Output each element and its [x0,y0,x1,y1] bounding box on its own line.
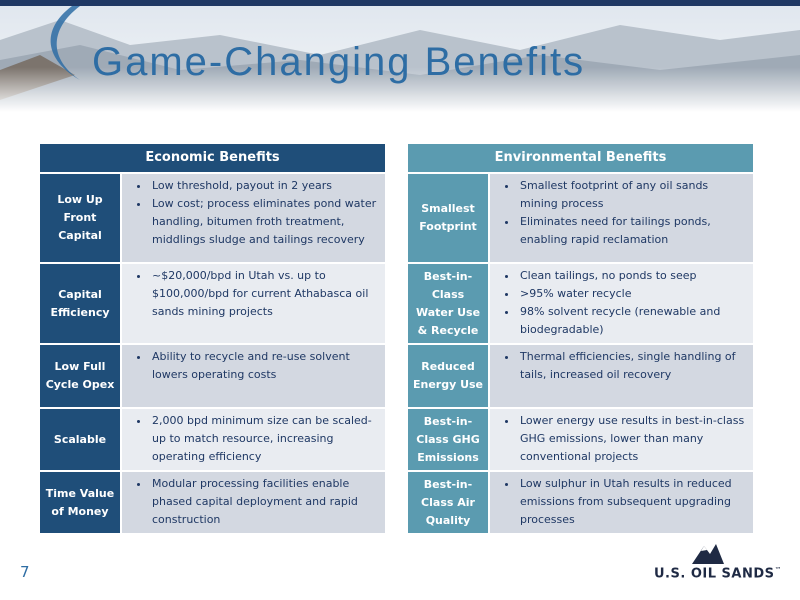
bullet-list: ~$20,000/bpd in Utah vs. up to $100,000/… [122,267,379,321]
bullet-item: 98% solvent recycle (renewable and biode… [518,303,747,339]
bullet-list: Smallest footprint of any oil sands mini… [490,177,747,249]
table-row: Capital Efficiency ~$20,000/bpd in Utah v… [40,262,385,343]
row-label: Time Value of Money [40,472,122,533]
row-bullets: ~$20,000/bpd in Utah vs. up to $100,000/… [122,264,385,343]
bullet-item: Lower energy use results in best-in-clas… [518,412,747,466]
bullet-item: Low cost; process eliminates pond water … [150,195,379,249]
table-row: Low Up Front CapitalLow threshold, payou… [40,172,385,262]
benefits-table: Environmental Benefits Smallest Footprint… [408,144,753,533]
row-bullets: Low sulphur in Utah results in reduced e… [490,472,753,533]
table-row: Low Full Cycle Opex Ability to recycle an… [40,343,385,407]
row-bullets: Lower energy use results in best-in-clas… [490,409,753,470]
row-label: Low Up Front Capital [40,174,122,262]
row-label: Capital Efficiency [40,264,122,343]
row-label: Smallest Footprint [408,174,490,262]
bullet-item: Smallest footprint of any oil sands mini… [518,177,747,213]
row-bullets: Thermal efficiencies, single handling of… [490,345,753,407]
bullet-list: Low threshold, payout in 2 yearsLow cost… [122,177,379,249]
bullet-item: >95% water recycle [518,285,747,303]
bullet-item: Modular processing facilities enable pha… [150,475,379,529]
table-row: Best-in-Class Water Use & RecycleClean t… [408,262,753,343]
logo: U.S. OIL SANDS™ [654,566,782,581]
table-header: Economic Benefits [40,144,385,172]
bullet-list: Thermal efficiencies, single handling of… [490,348,747,384]
bullet-item: Low threshold, payout in 2 years [150,177,379,195]
bullet-item: Clean tailings, no ponds to seep [518,267,747,285]
table-row: Time Value of Money Modular processing fa… [40,470,385,533]
row-bullets: Low threshold, payout in 2 yearsLow cost… [122,174,385,262]
bullet-list: Lower energy use results in best-in-clas… [490,412,747,466]
bullet-list: Clean tailings, no ponds to seep>95% wat… [490,267,747,339]
row-bullets: 2,000 bpd minimum size can be scaled-up … [122,409,385,470]
trademark: ™ [774,566,782,574]
row-label: Best-in-Class Water Use & Recycle [408,264,490,343]
row-label: Best-in-Class GHG Emissions [408,409,490,470]
bullet-item: ~$20,000/bpd in Utah vs. up to $100,000/… [150,267,379,321]
bullet-item: Low sulphur in Utah results in reduced e… [518,475,747,529]
table-row: Smallest Footprint Smallest footprint of … [408,172,753,262]
table-row: Scalable 2,000 bpd minimum size can be sc… [40,407,385,470]
table-header: Environmental Benefits [408,144,753,172]
slide-title: Game-Changing Benefits [92,40,586,84]
bullet-item: 2,000 bpd minimum size can be scaled-up … [150,412,379,466]
logo-icon [692,544,724,564]
bullet-list: Low sulphur in Utah results in reduced e… [490,475,747,529]
table-row: Reduced Energy Use Thermal efficiencies, … [408,343,753,407]
logo-text: U.S. OIL SANDS [654,566,775,582]
page-number: 7 [20,563,30,581]
table-row: Best-in-Class GHG Emissions Lower energy … [408,407,753,470]
bullet-item: Eliminates need for tailings ponds, enab… [518,213,747,249]
row-bullets: Ability to recycle and re-use solvent lo… [122,345,385,407]
row-label: Best-in-Class Air Quality [408,472,490,533]
row-bullets: Modular processing facilities enable pha… [122,472,385,533]
bullet-list: 2,000 bpd minimum size can be scaled-up … [122,412,379,466]
bullet-list: Modular processing facilities enable pha… [122,475,379,529]
bullet-item: Ability to recycle and re-use solvent lo… [150,348,379,384]
row-label: Scalable [40,409,122,470]
header-banner [0,0,800,112]
row-bullets: Clean tailings, no ponds to seep>95% wat… [490,264,753,343]
row-label: Reduced Energy Use [408,345,490,407]
row-label: Low Full Cycle Opex [40,345,122,407]
bullet-item: Thermal efficiencies, single handling of… [518,348,747,384]
row-bullets: Smallest footprint of any oil sands mini… [490,174,753,262]
bullet-list: Ability to recycle and re-use solvent lo… [122,348,379,384]
table-row: Best-in-Class Air Quality Low sulphur in … [408,470,753,533]
